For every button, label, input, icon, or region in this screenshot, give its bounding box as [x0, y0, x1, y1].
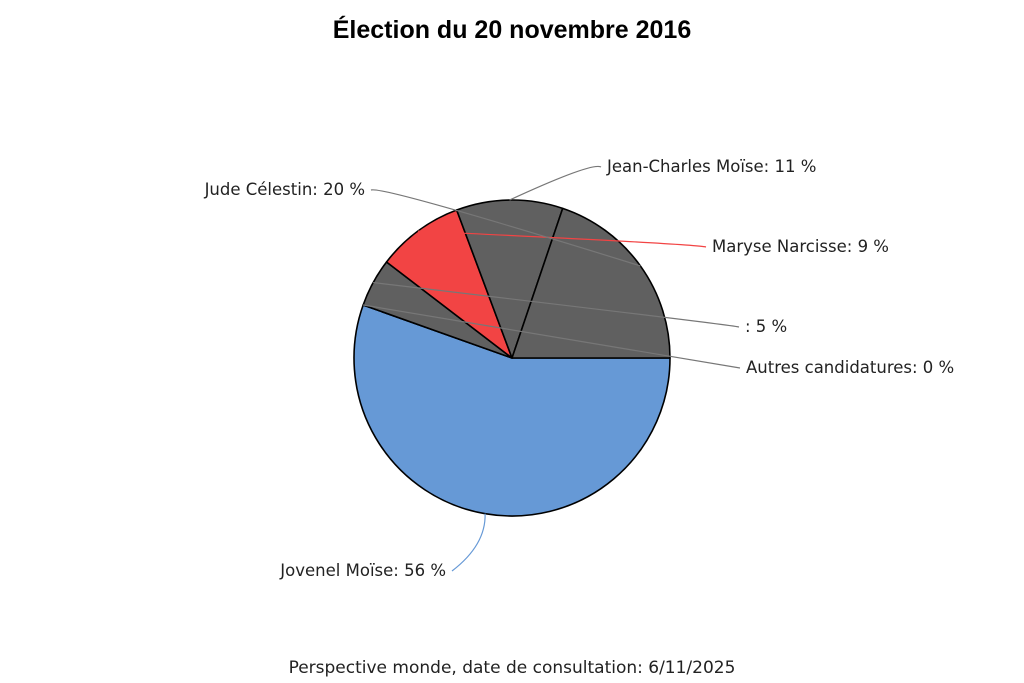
label-connector [363, 304, 741, 369]
slice-label: Autres candidatures: 0 % [746, 358, 954, 377]
slice-label: Jude Célestin: 20 % [204, 180, 365, 199]
label-connector [509, 165, 602, 201]
slice-label: Jovenel Moïse: 56 % [279, 561, 446, 580]
chart-title: Élection du 20 novembre 2016 [333, 15, 691, 44]
pie-slices [353, 199, 671, 517]
label-connector [451, 513, 486, 572]
label-connector [370, 189, 641, 267]
slice-label: : 5 % [745, 317, 787, 336]
source-note: Perspective monde, date de consultation:… [289, 658, 736, 678]
slice-label: Jean-Charles Moïse: 11 % [606, 157, 816, 176]
label-connector [417, 230, 707, 248]
slice-label: Maryse Narcisse: 9 % [712, 237, 889, 256]
pie-slice-jean-charles-mo-se [455, 199, 564, 359]
label-connector [373, 281, 740, 328]
slice-labels: Jovenel Moïse: 56 % Autres candidatures: … [204, 157, 955, 580]
pie-slice-jovenel-mo-se [353, 304, 671, 517]
label-connectors [363, 165, 741, 572]
